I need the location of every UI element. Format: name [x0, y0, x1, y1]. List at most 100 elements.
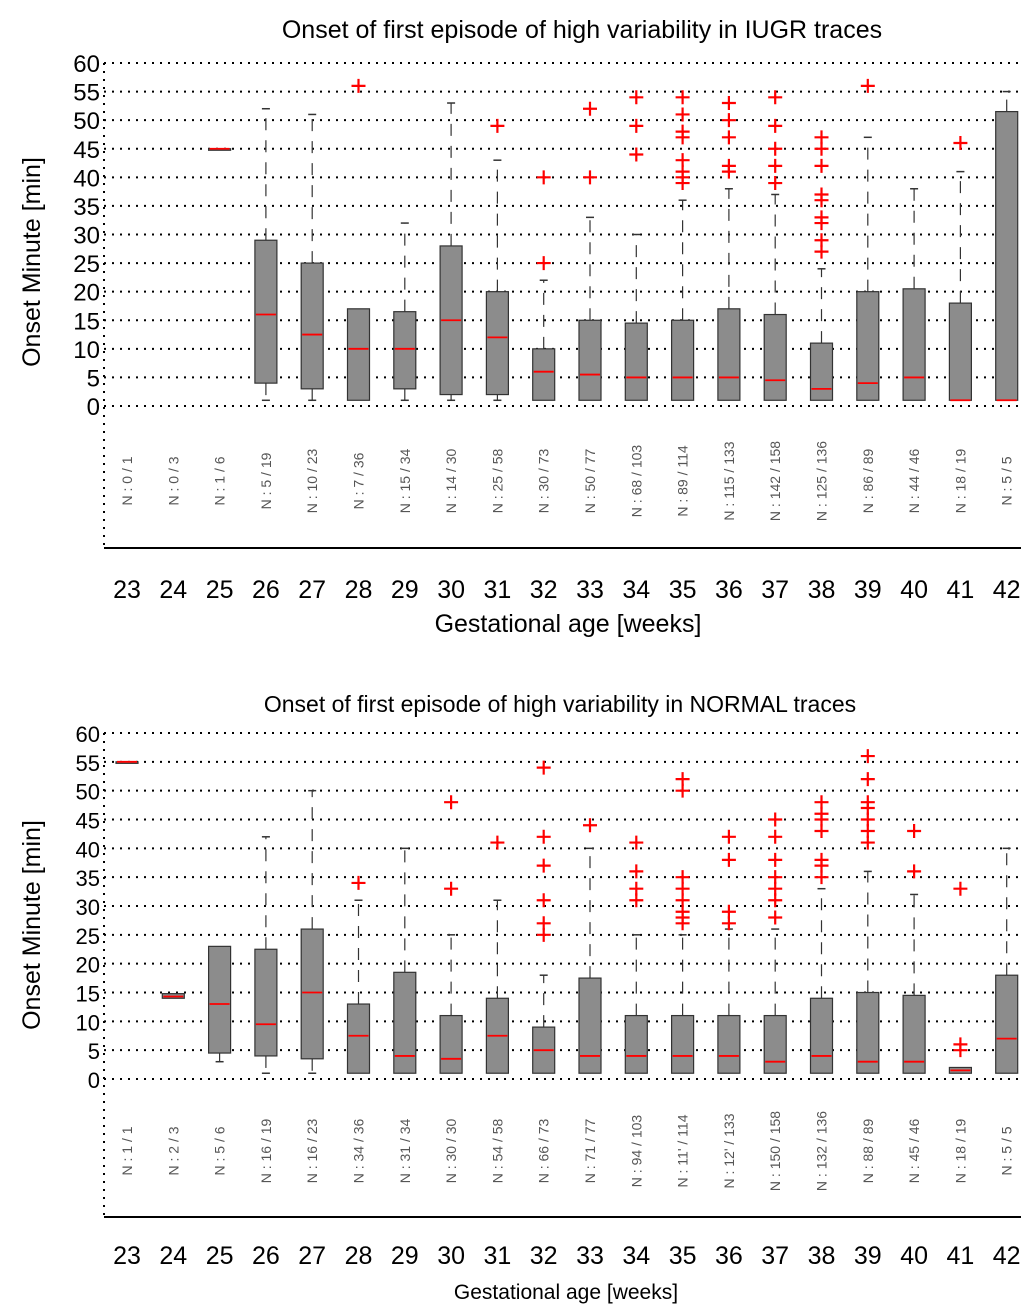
y-tick-label: 15 — [73, 308, 100, 335]
y-tick-label: 40 — [76, 837, 100, 862]
x-tick-label: 39 — [854, 576, 882, 604]
outlier-marker — [953, 1037, 968, 1052]
x-tick-label: 25 — [206, 1242, 234, 1270]
outlier-marker — [675, 90, 690, 105]
outlier-marker — [814, 187, 829, 202]
box — [902, 288, 926, 401]
y-tick-label: 10 — [73, 337, 100, 364]
x-tick-label: 23 — [113, 576, 141, 604]
outlier-marker — [629, 118, 644, 133]
box — [856, 291, 880, 401]
x-tick-label: 33 — [576, 576, 604, 604]
outlier-marker — [768, 870, 783, 885]
outlier-marker — [351, 875, 366, 890]
x-tick-label: 29 — [391, 576, 419, 604]
n-count-label: N : 150 / 158 — [767, 1111, 783, 1191]
outlier-marker — [629, 864, 644, 879]
x-axis-label: Gestational age [weeks] — [435, 610, 702, 638]
y-tick-label: 5 — [88, 1039, 100, 1064]
y-tick-label: 10 — [76, 1010, 100, 1035]
x-tick-label: 42 — [993, 1242, 1021, 1270]
outlier-marker — [629, 881, 644, 896]
box — [763, 1014, 787, 1074]
outlier-marker — [536, 170, 551, 185]
y-axis-label: Onset Minute [min] — [18, 157, 46, 367]
outlier-marker — [768, 118, 783, 133]
box — [624, 1014, 648, 1074]
outlier-marker — [860, 78, 875, 93]
box — [948, 302, 973, 401]
outlier-marker — [721, 158, 736, 173]
y-tick-label: 55 — [76, 751, 100, 776]
box — [208, 945, 232, 1054]
box — [717, 1014, 741, 1074]
x-tick-label: 38 — [808, 1242, 836, 1270]
y-tick-label: 15 — [76, 982, 100, 1007]
box — [856, 991, 880, 1074]
n-count-label: N : 10 / 23 — [304, 448, 320, 513]
outlier-marker — [583, 101, 597, 116]
outlier-marker — [860, 795, 875, 810]
x-tick-label: 36 — [715, 576, 743, 604]
outlier-marker — [814, 233, 829, 248]
n-count-label: N : 5 / 5 — [999, 456, 1015, 505]
outlier-marker — [768, 176, 783, 191]
outlier-marker — [721, 96, 736, 111]
outlier-marker — [768, 852, 783, 867]
y-tick-label: 60 — [76, 722, 100, 747]
outlier-marker — [953, 136, 968, 151]
outlier-marker — [351, 78, 366, 93]
y-tick-label: 20 — [76, 953, 100, 978]
y-tick-label: 30 — [76, 895, 100, 920]
panel-title: Onset of first episode of high variabili… — [282, 16, 882, 44]
x-tick-label: 25 — [206, 576, 234, 604]
x-tick-label: 29 — [391, 1242, 419, 1270]
n-count-label: N : 88 / 89 — [860, 1118, 876, 1183]
n-count-label: N : 94 / 103 — [628, 1115, 644, 1188]
outlier-marker — [860, 749, 875, 764]
outlier-marker — [768, 812, 783, 827]
n-count-label: N : 30 / 30 — [443, 1118, 459, 1183]
n-count-label: N : 115 / 133 — [721, 441, 737, 520]
y-tick-label: 0 — [88, 1068, 100, 1093]
outlier-marker — [814, 130, 829, 145]
box — [624, 322, 648, 401]
n-count-label: N : 25 / 58 — [489, 448, 505, 513]
outlier-marker — [629, 147, 644, 162]
y-tick-label: 55 — [73, 80, 100, 107]
box — [578, 319, 602, 401]
x-tick-label: 32 — [530, 576, 558, 604]
box — [809, 342, 834, 401]
n-count-label: N : 14 / 30 — [443, 448, 459, 513]
n-count-label: N : 18 / 19 — [952, 448, 968, 513]
x-tick-label: 31 — [483, 576, 511, 604]
outlier-marker — [721, 829, 736, 844]
outlier-marker — [536, 256, 551, 271]
outlier-marker — [536, 858, 551, 873]
x-tick-label: 27 — [298, 1242, 326, 1270]
box — [254, 948, 278, 1057]
panel-title: Onset of first episode of high variabili… — [264, 691, 856, 717]
n-count-label: N : 68 / 103 — [628, 445, 644, 518]
y-tick-label: 25 — [76, 924, 100, 949]
y-tick-label: 0 — [87, 394, 100, 421]
outlier-marker — [536, 916, 551, 931]
n-count-label: N : 7 / 36 — [351, 452, 367, 509]
y-tick-label: 40 — [73, 165, 100, 192]
outlier-marker — [768, 90, 783, 105]
box — [346, 1003, 371, 1074]
outlier-marker — [444, 881, 459, 896]
n-count-label: N : 16 / 19 — [258, 1118, 274, 1183]
outlier-marker — [768, 141, 783, 156]
n-count-label: N : 89 / 114 — [675, 445, 691, 517]
box — [439, 1014, 463, 1074]
x-tick-label: 32 — [530, 1242, 558, 1270]
n-count-label: N : 1 / 1 — [119, 1126, 135, 1175]
x-tick-label: 38 — [808, 576, 836, 604]
outlier-marker — [721, 130, 736, 145]
outlier-marker — [536, 893, 551, 908]
outlier-marker — [768, 910, 783, 925]
n-count-label: N : 34 / 36 — [351, 1118, 367, 1183]
y-tick-label: 35 — [76, 866, 100, 891]
